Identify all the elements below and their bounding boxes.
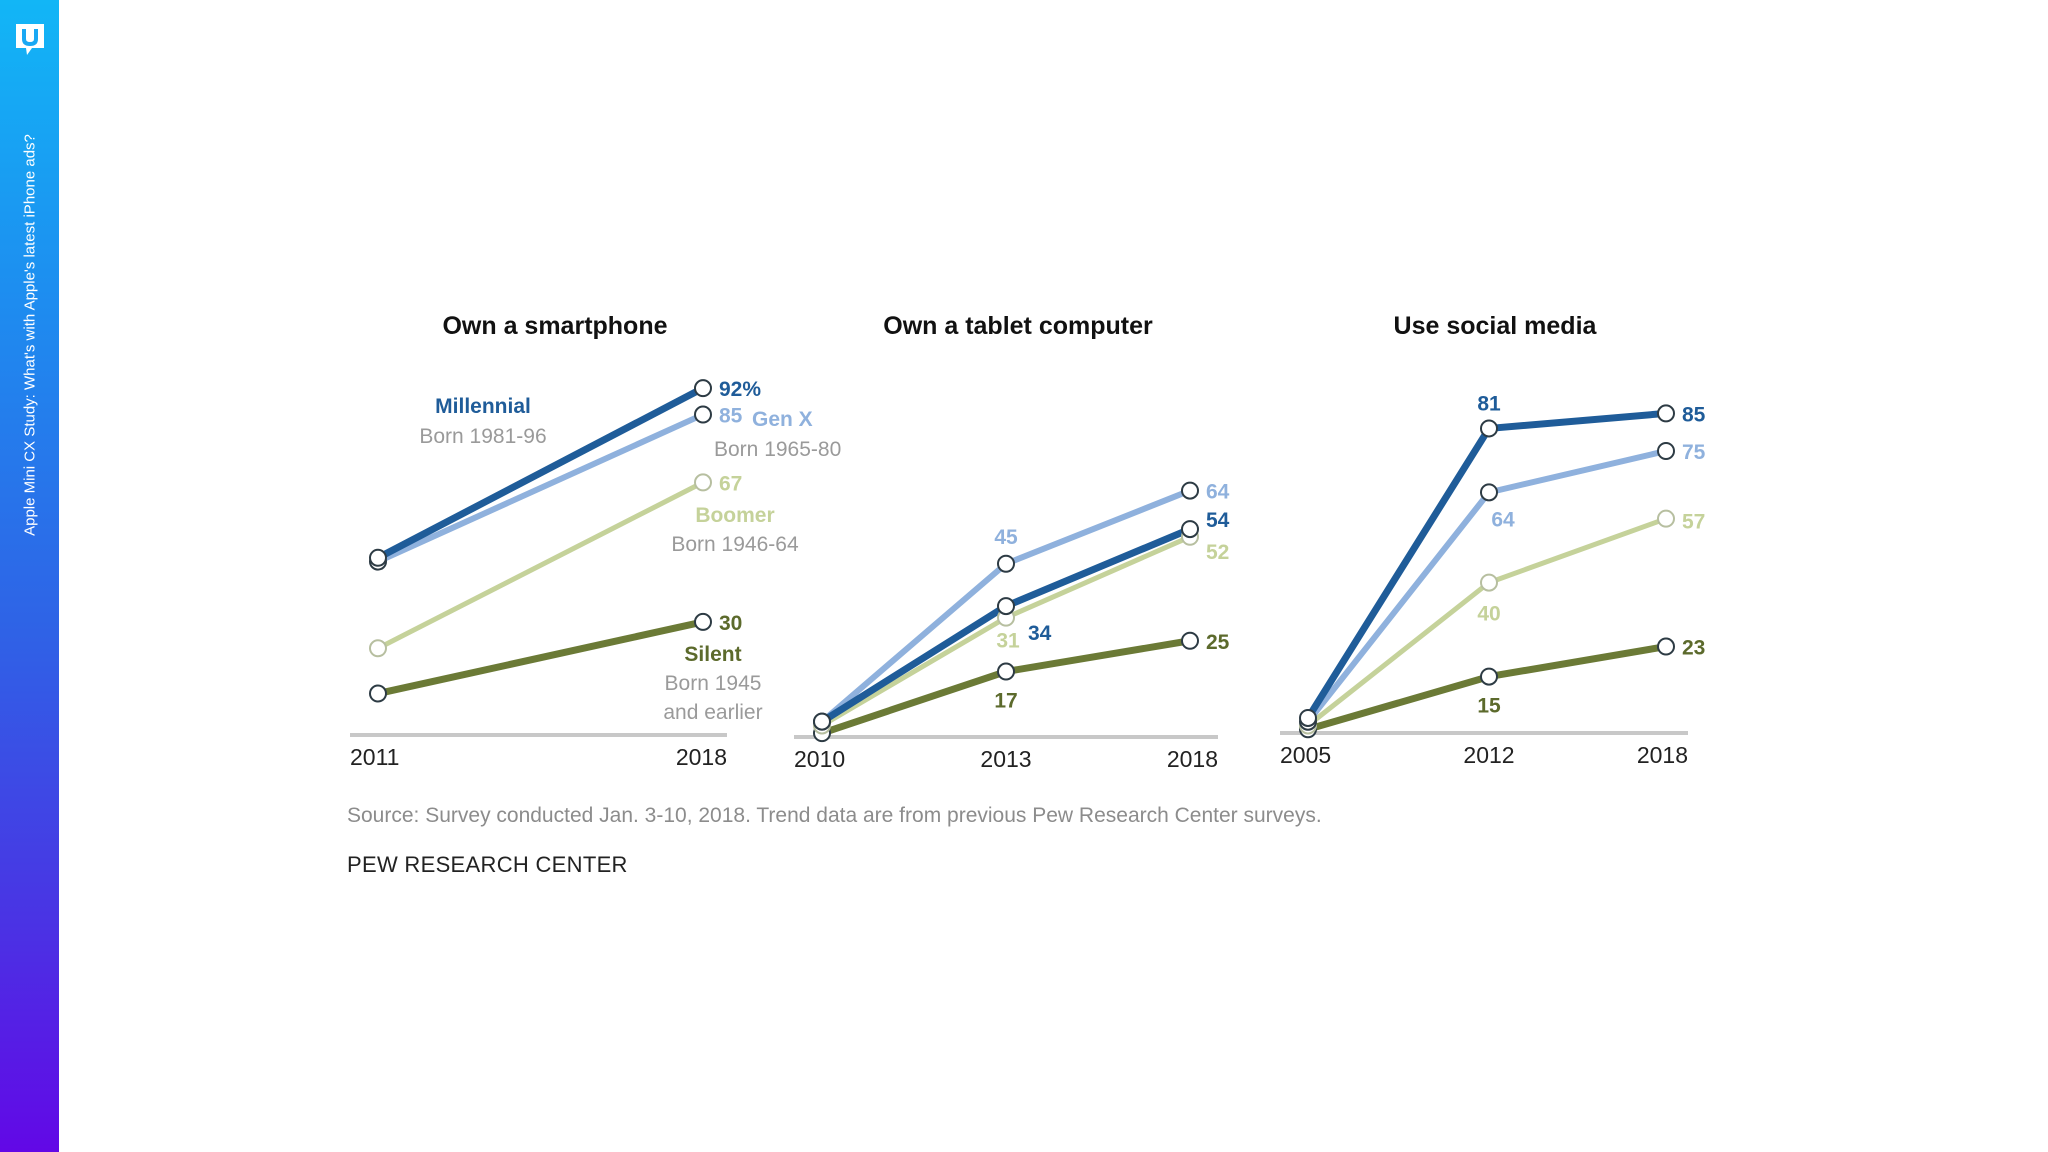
- legend-millennial-name: Millennial: [435, 395, 531, 418]
- data-label: 17: [994, 690, 1017, 713]
- data-point: [1657, 509, 1675, 528]
- data-point: [694, 379, 712, 398]
- data-point: [1480, 573, 1498, 592]
- data-point: [1657, 442, 1675, 460]
- data-label: 81: [1477, 392, 1501, 415]
- organization-credit: PEW RESEARCH CENTER: [347, 852, 628, 877]
- data-point: [1181, 520, 1199, 539]
- data-label: 23: [1682, 637, 1705, 660]
- legend-silent-earlier: and earlier: [663, 701, 762, 724]
- data-label: 52: [1206, 541, 1229, 564]
- sidebar: Apple Mini CX Study: What's with Apple's…: [0, 0, 59, 1152]
- data-label: 40: [1477, 603, 1500, 626]
- legend-annotations: Millennial Born 1981-96 Gen X Born 1965-80 B…: [419, 395, 841, 724]
- data-label: 75: [1682, 441, 1706, 464]
- data-point: [1480, 419, 1498, 438]
- data-point: [694, 405, 712, 424]
- chart-panel-2: Use social media 2005 2012 2018 15 23 40 57 64 75…: [1280, 312, 1706, 768]
- chart-panel-1: Own a tablet computer 2010 2013 2018 17 25 31 5…: [794, 312, 1230, 772]
- legend-boomer-born: Born 1946-64: [671, 533, 799, 556]
- x-tick-label: 2010: [794, 746, 845, 772]
- data-label: 92%: [719, 378, 761, 401]
- data-point: [1480, 667, 1498, 686]
- data-label: 64: [1206, 481, 1230, 504]
- data-point: [369, 639, 387, 658]
- x-tick-label: 2011: [350, 744, 399, 770]
- panel-title: Use social media: [1394, 312, 1598, 340]
- chart-panel-0: Own a smartphone 2011 2018 30 67 85 92%: [350, 312, 761, 770]
- data-point: [369, 548, 387, 567]
- legend-boomer-name: Boomer: [695, 504, 774, 527]
- series-line-gen-x: [376, 411, 705, 565]
- x-tick-label: 2018: [1167, 746, 1218, 772]
- legend-genx-born: Born 1965-80: [714, 438, 841, 461]
- data-label: 54: [1206, 509, 1230, 532]
- data-label: 57: [1682, 511, 1705, 534]
- source-note: Source: Survey conducted Jan. 3-10, 2018…: [347, 804, 1322, 827]
- data-point: [1657, 637, 1675, 656]
- data-point: [1299, 708, 1317, 727]
- legend-millennial-born: Born 1981-96: [419, 425, 546, 448]
- data-point: [694, 612, 712, 631]
- legend-silent-name: Silent: [684, 643, 741, 666]
- x-tick-label: 2005: [1280, 742, 1331, 768]
- speech-bubble-u-logo-icon[interactable]: [14, 22, 46, 58]
- legend-silent-born: Born 1945: [665, 672, 762, 695]
- panel-title: Own a tablet computer: [883, 312, 1153, 340]
- data-point: [997, 597, 1015, 616]
- data-point: [1181, 481, 1199, 500]
- data-label: 30: [719, 612, 742, 635]
- series-line-millennial: [376, 385, 705, 561]
- legend-genx-name: Gen X: [752, 408, 813, 431]
- data-label: 34: [1028, 622, 1052, 645]
- data-point: [369, 684, 387, 703]
- x-tick-label: 2012: [1463, 742, 1514, 768]
- series-line-silent: [377, 618, 704, 697]
- data-point: [997, 662, 1015, 681]
- x-tick-label: 2018: [676, 744, 727, 770]
- panel-title: Own a smartphone: [442, 312, 667, 340]
- data-point: [1181, 631, 1199, 650]
- data-label: 45: [994, 526, 1018, 549]
- data-label: 31: [996, 630, 1020, 653]
- data-label: 85: [719, 405, 743, 428]
- data-label: 25: [1206, 631, 1230, 654]
- data-label: 15: [1477, 695, 1501, 718]
- data-point: [694, 473, 712, 492]
- data-point: [1480, 483, 1498, 502]
- x-tick-label: 2018: [1637, 742, 1688, 768]
- data-point: [813, 712, 831, 731]
- series-line-boomer: [376, 480, 705, 651]
- data-label: 67: [719, 472, 742, 495]
- data-label: 85: [1682, 403, 1706, 426]
- data-point: [997, 554, 1015, 573]
- data-label: 64: [1491, 508, 1515, 531]
- x-tick-label: 2013: [980, 746, 1031, 772]
- data-point: [1657, 404, 1675, 423]
